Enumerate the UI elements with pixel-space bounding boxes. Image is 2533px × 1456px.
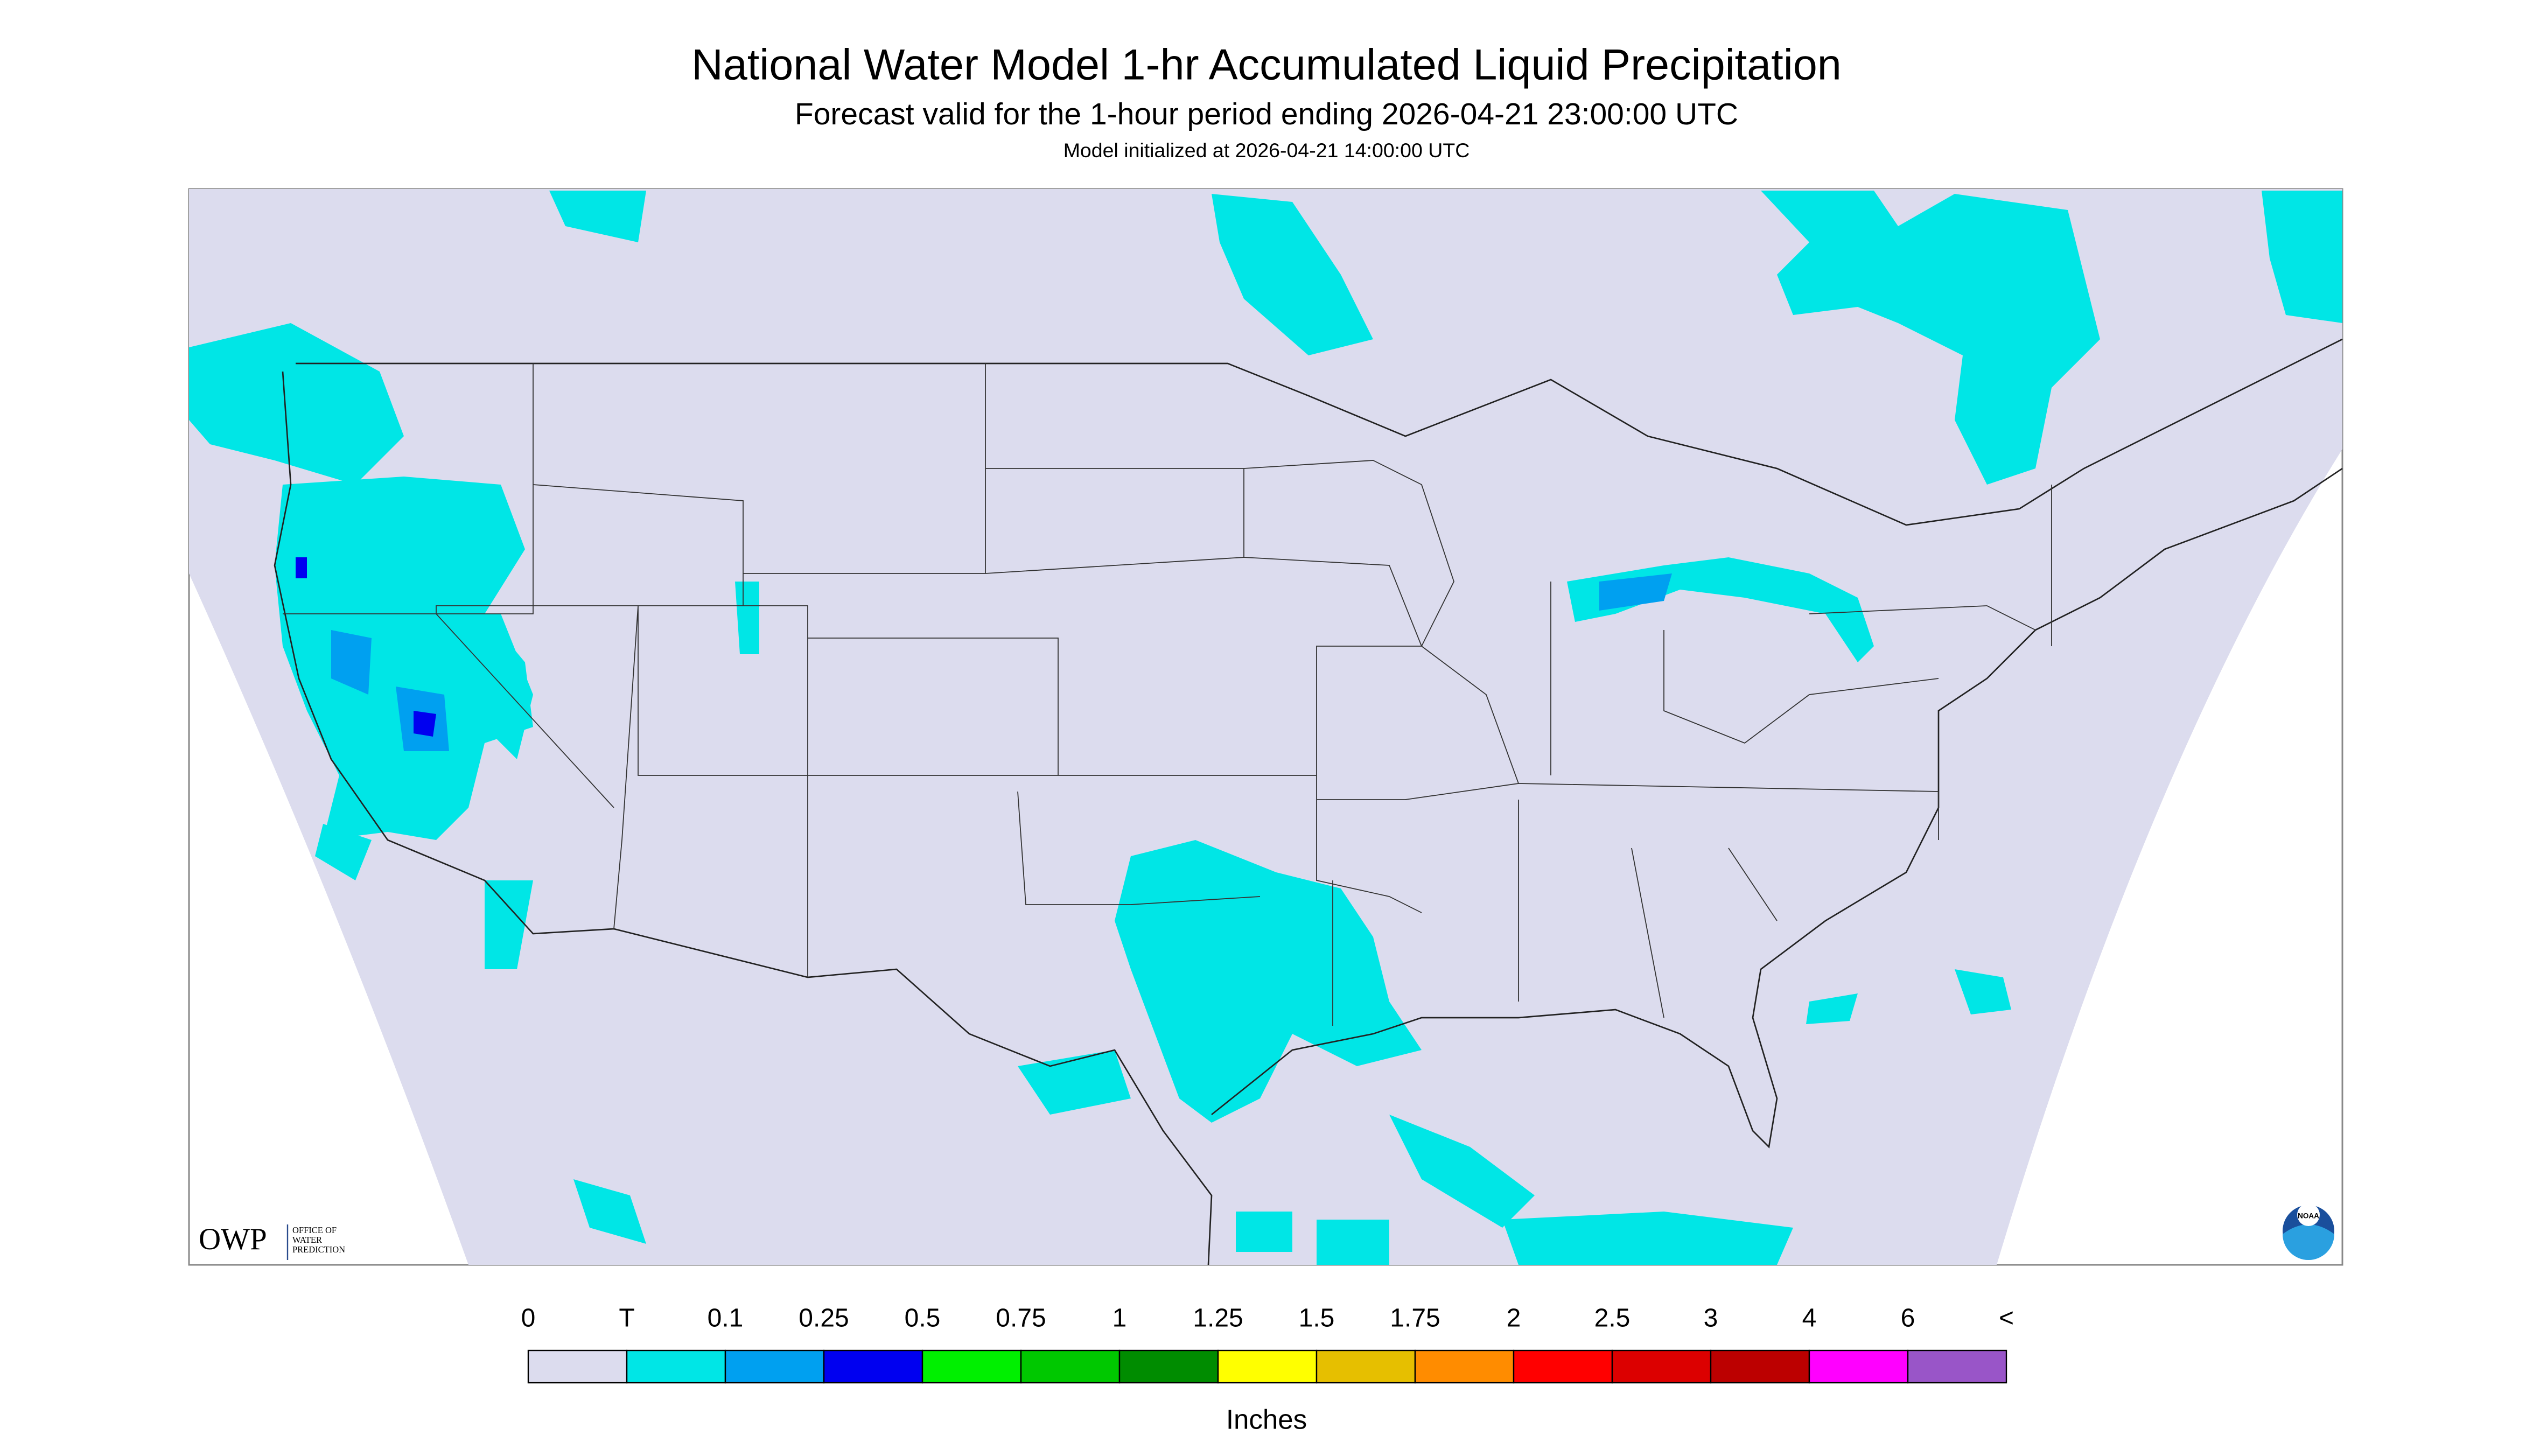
legend-swatch — [823, 1349, 923, 1384]
precip-areas — [189, 191, 2342, 1265]
legend-swatch — [1513, 1349, 1613, 1384]
legend-swatch — [527, 1349, 628, 1384]
legend-swatch — [1414, 1349, 1515, 1384]
precip-area — [1317, 1220, 1389, 1265]
legend-swatch — [1020, 1349, 1121, 1384]
legend-tick-label: 2 — [1507, 1304, 1521, 1333]
noaa-logo-text: NOAA — [2298, 1212, 2319, 1220]
legend-tick-label: 4 — [1802, 1304, 1817, 1333]
precip-area — [296, 557, 307, 579]
precip-area — [573, 1179, 646, 1244]
legend-tick-label: 1.25 — [1193, 1304, 1243, 1333]
precip-area — [1115, 840, 1422, 1123]
precip-area — [485, 880, 533, 970]
precip-area — [1599, 573, 1672, 611]
subtitle: Forecast valid for the 1-hour period end… — [795, 97, 1738, 131]
legend-swatch — [1710, 1349, 1810, 1384]
legend-tick-label: 6 — [1901, 1304, 1915, 1333]
legend-tick-label: 0.25 — [799, 1304, 849, 1333]
legend-tick-label: 3 — [1704, 1304, 1718, 1333]
legend-tick-label: 1.75 — [1390, 1304, 1440, 1333]
precip-area — [549, 191, 646, 243]
precip-area — [275, 477, 533, 841]
precip-area — [2262, 191, 2342, 324]
legend-swatch — [1611, 1349, 1712, 1384]
init-time: Model initialized at 2026-04-21 14:00:00… — [1063, 139, 1470, 162]
owp-logo-text: OWP — [199, 1222, 267, 1256]
noaa-logo: NOAA — [2283, 1203, 2334, 1261]
legend-tick-label: 2.5 — [1594, 1304, 1631, 1333]
color-legend: Inches 0 T 0.1 0.25 0.5 0.75 1 1.25 1.5 1.75 2 2.5 3… — [521, 1304, 2014, 1435]
legend-tick-label: 0.5 — [905, 1304, 941, 1333]
owp-logo: OWP OFFICE OF WATER PREDICTION — [199, 1222, 345, 1261]
legend-swatch — [724, 1349, 825, 1384]
precip-area — [315, 824, 372, 881]
legend-tick-label: 0 — [521, 1304, 536, 1333]
precip-area — [1236, 1212, 1292, 1252]
precip-area — [1761, 191, 2100, 485]
legend-swatch — [1907, 1349, 2007, 1384]
owp-name: OFFICE OF — [292, 1225, 337, 1235]
legend-tick-label: 0.75 — [996, 1304, 1046, 1333]
precip-area — [331, 630, 372, 695]
precip-area — [1955, 969, 2011, 1015]
precip-area — [1212, 194, 1373, 356]
legend-swatch — [1316, 1349, 1416, 1384]
precip-area — [414, 711, 436, 737]
legend-swatch — [1808, 1349, 1909, 1384]
legend-swatch — [921, 1349, 1022, 1384]
legend-swatch — [1118, 1349, 1219, 1384]
map: OWP OFFICE OF WATER PREDICTION NOAA — [188, 188, 2343, 1266]
precip-area — [1502, 1212, 1793, 1265]
precip-area — [1018, 1050, 1131, 1115]
owp-name: WATER — [292, 1235, 322, 1245]
owp-name: PREDICTION — [292, 1244, 345, 1255]
legend-swatch — [626, 1349, 726, 1384]
legend-tick-label: T — [619, 1304, 634, 1333]
precip-area — [436, 614, 533, 760]
boundaries — [274, 338, 2343, 1265]
legend-swatch — [1217, 1349, 1318, 1384]
legend-tick-label: 0.1 — [708, 1304, 744, 1333]
legend-tick-label: 1.5 — [1299, 1304, 1335, 1333]
title: National Water Model 1-hr Accumulated Li… — [691, 40, 1842, 89]
legend-tick-label: < — [1999, 1304, 2014, 1333]
model-domain — [189, 189, 2342, 1265]
legend-unit: Inches — [1226, 1404, 1307, 1434]
precip-area — [735, 582, 759, 655]
legend-tick-label: 1 — [1112, 1304, 1127, 1333]
precip-area — [1389, 1115, 1535, 1228]
precip-area — [1806, 993, 1858, 1025]
